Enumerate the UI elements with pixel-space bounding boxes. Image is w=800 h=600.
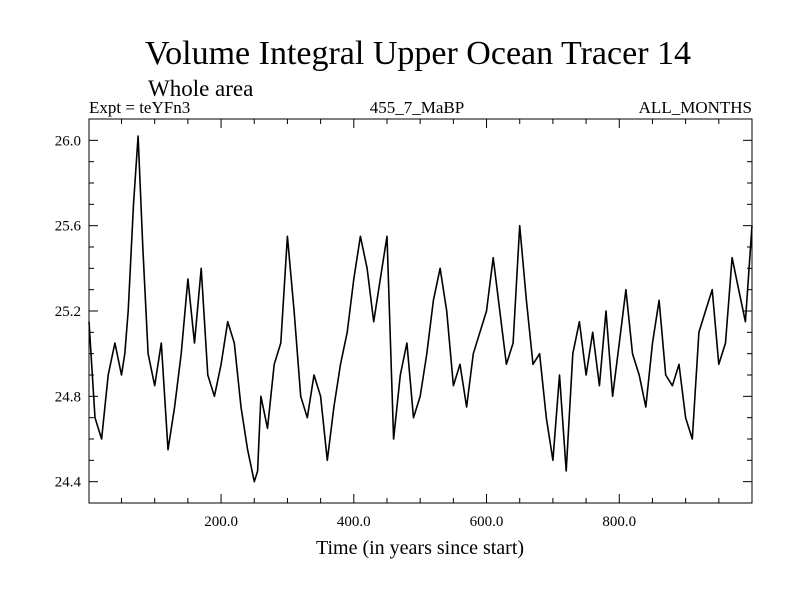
- period-label: ALL_MONTHS: [639, 98, 752, 117]
- y-tick-label: 26.0: [55, 133, 81, 149]
- x-tick-label: 800.0: [602, 514, 636, 530]
- x-axis-ticks: 200.0 400.0 600.0 800.0: [121, 119, 720, 530]
- chart-title: Volume Integral Upper Ocean Tracer 14: [145, 35, 691, 72]
- series-line: [88, 135, 753, 483]
- series-group: [88, 135, 753, 483]
- x-tick-label: 200.0: [204, 514, 238, 530]
- x-tick-label: 400.0: [337, 514, 371, 530]
- x-axis-label: Time (in years since start): [316, 537, 524, 559]
- x-tick-label: 600.0: [470, 514, 504, 530]
- y-tick-label: 24.8: [55, 389, 81, 405]
- experiment-label: Expt = teYFn3: [89, 98, 190, 117]
- y-axis-ticks: 24.4 24.8 25.2 25.6 26.0: [55, 118, 752, 504]
- run-id-label: 455_7_MaBP: [370, 98, 464, 117]
- chart-subtitle: Whole area: [148, 76, 253, 101]
- y-tick-label: 24.4: [55, 475, 82, 491]
- y-tick-label: 25.6: [55, 219, 82, 235]
- y-tick-label: 25.2: [55, 304, 81, 320]
